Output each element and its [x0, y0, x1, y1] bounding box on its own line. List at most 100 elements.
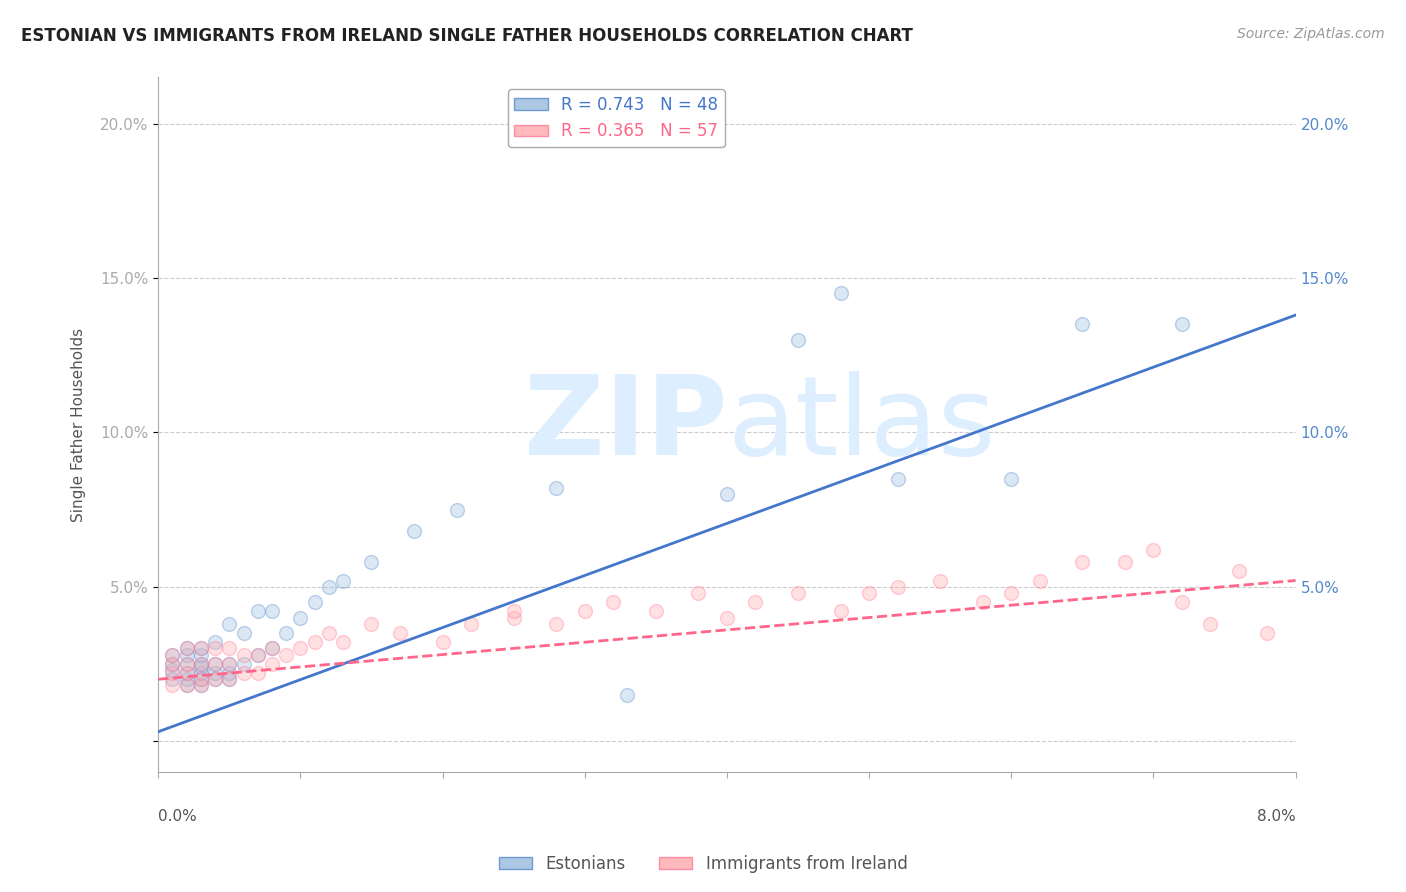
Point [1071, 318, 1094, 332]
Point [716, 610, 738, 624]
Point [162, 657, 184, 671]
Point [176, 666, 198, 681]
Point [176, 666, 198, 681]
Point [246, 648, 269, 662]
Legend: R = 0.743   N = 48, R = 0.365   N = 57: R = 0.743 N = 48, R = 0.365 N = 57 [508, 89, 724, 147]
Point [162, 673, 184, 687]
Point [176, 648, 198, 662]
Point [546, 481, 568, 495]
Point [190, 641, 212, 656]
Point [318, 580, 340, 594]
Point [218, 616, 240, 631]
Point [446, 502, 468, 516]
Point [176, 657, 198, 671]
Point [176, 657, 198, 671]
Point [218, 641, 240, 656]
Point [929, 574, 952, 588]
Text: 0.0%: 0.0% [159, 809, 197, 824]
Point [218, 657, 240, 671]
Point [304, 635, 326, 649]
Point [232, 648, 254, 662]
Point [246, 648, 269, 662]
Point [830, 604, 852, 618]
Point [204, 657, 226, 671]
Point [190, 666, 212, 681]
Point [190, 673, 212, 687]
Point [162, 678, 184, 692]
Point [602, 595, 624, 609]
Point [260, 604, 283, 618]
Point [190, 673, 212, 687]
Point [502, 604, 524, 618]
Point [688, 586, 710, 600]
Point [204, 673, 226, 687]
Point [176, 673, 198, 687]
Point [190, 657, 212, 671]
Point [1171, 318, 1194, 332]
Point [502, 610, 524, 624]
Point [260, 641, 283, 656]
Point [190, 648, 212, 662]
Point [246, 604, 269, 618]
Point [304, 595, 326, 609]
Text: ESTONIAN VS IMMIGRANTS FROM IRELAND SINGLE FATHER HOUSEHOLDS CORRELATION CHART: ESTONIAN VS IMMIGRANTS FROM IRELAND SING… [21, 27, 912, 45]
Point [232, 626, 254, 640]
Point [972, 595, 994, 609]
Point [787, 333, 810, 347]
Point [1000, 472, 1022, 486]
Point [744, 595, 766, 609]
Point [360, 555, 382, 569]
Point [204, 641, 226, 656]
Point [260, 657, 283, 671]
Point [162, 666, 184, 681]
Point [1071, 555, 1094, 569]
Point [716, 487, 738, 501]
Point [204, 657, 226, 671]
Point [218, 673, 240, 687]
Point [190, 678, 212, 692]
Point [1199, 616, 1222, 631]
Point [432, 635, 454, 649]
Point [1142, 542, 1164, 557]
Point [404, 524, 426, 538]
Legend: Estonians, Immigrants from Ireland: Estonians, Immigrants from Ireland [492, 848, 914, 880]
Point [204, 666, 226, 681]
Point [546, 616, 568, 631]
Y-axis label: Single Father Households: Single Father Households [72, 327, 86, 522]
Point [218, 666, 240, 681]
Point [190, 678, 212, 692]
Point [388, 626, 411, 640]
Point [276, 626, 298, 640]
Point [1256, 626, 1278, 640]
Point [830, 286, 852, 301]
Point [1028, 574, 1050, 588]
Point [360, 616, 382, 631]
Point [190, 657, 212, 671]
Point [1227, 564, 1250, 578]
Text: Source: ZipAtlas.com: Source: ZipAtlas.com [1237, 27, 1385, 41]
Point [290, 641, 312, 656]
Point [232, 657, 254, 671]
Point [176, 641, 198, 656]
Point [162, 663, 184, 677]
Point [644, 604, 666, 618]
Point [218, 673, 240, 687]
Point [332, 635, 354, 649]
Point [858, 586, 880, 600]
Point [204, 635, 226, 649]
Text: 8.0%: 8.0% [1257, 809, 1295, 824]
Point [886, 472, 908, 486]
Point [787, 586, 810, 600]
Point [886, 580, 908, 594]
Point [260, 641, 283, 656]
Point [574, 604, 596, 618]
Point [1000, 586, 1022, 600]
Point [176, 678, 198, 692]
Point [1171, 595, 1194, 609]
Point [218, 657, 240, 671]
Point [190, 660, 212, 674]
Point [246, 666, 269, 681]
Text: atlas: atlas [727, 371, 995, 478]
Point [162, 648, 184, 662]
Point [190, 641, 212, 656]
